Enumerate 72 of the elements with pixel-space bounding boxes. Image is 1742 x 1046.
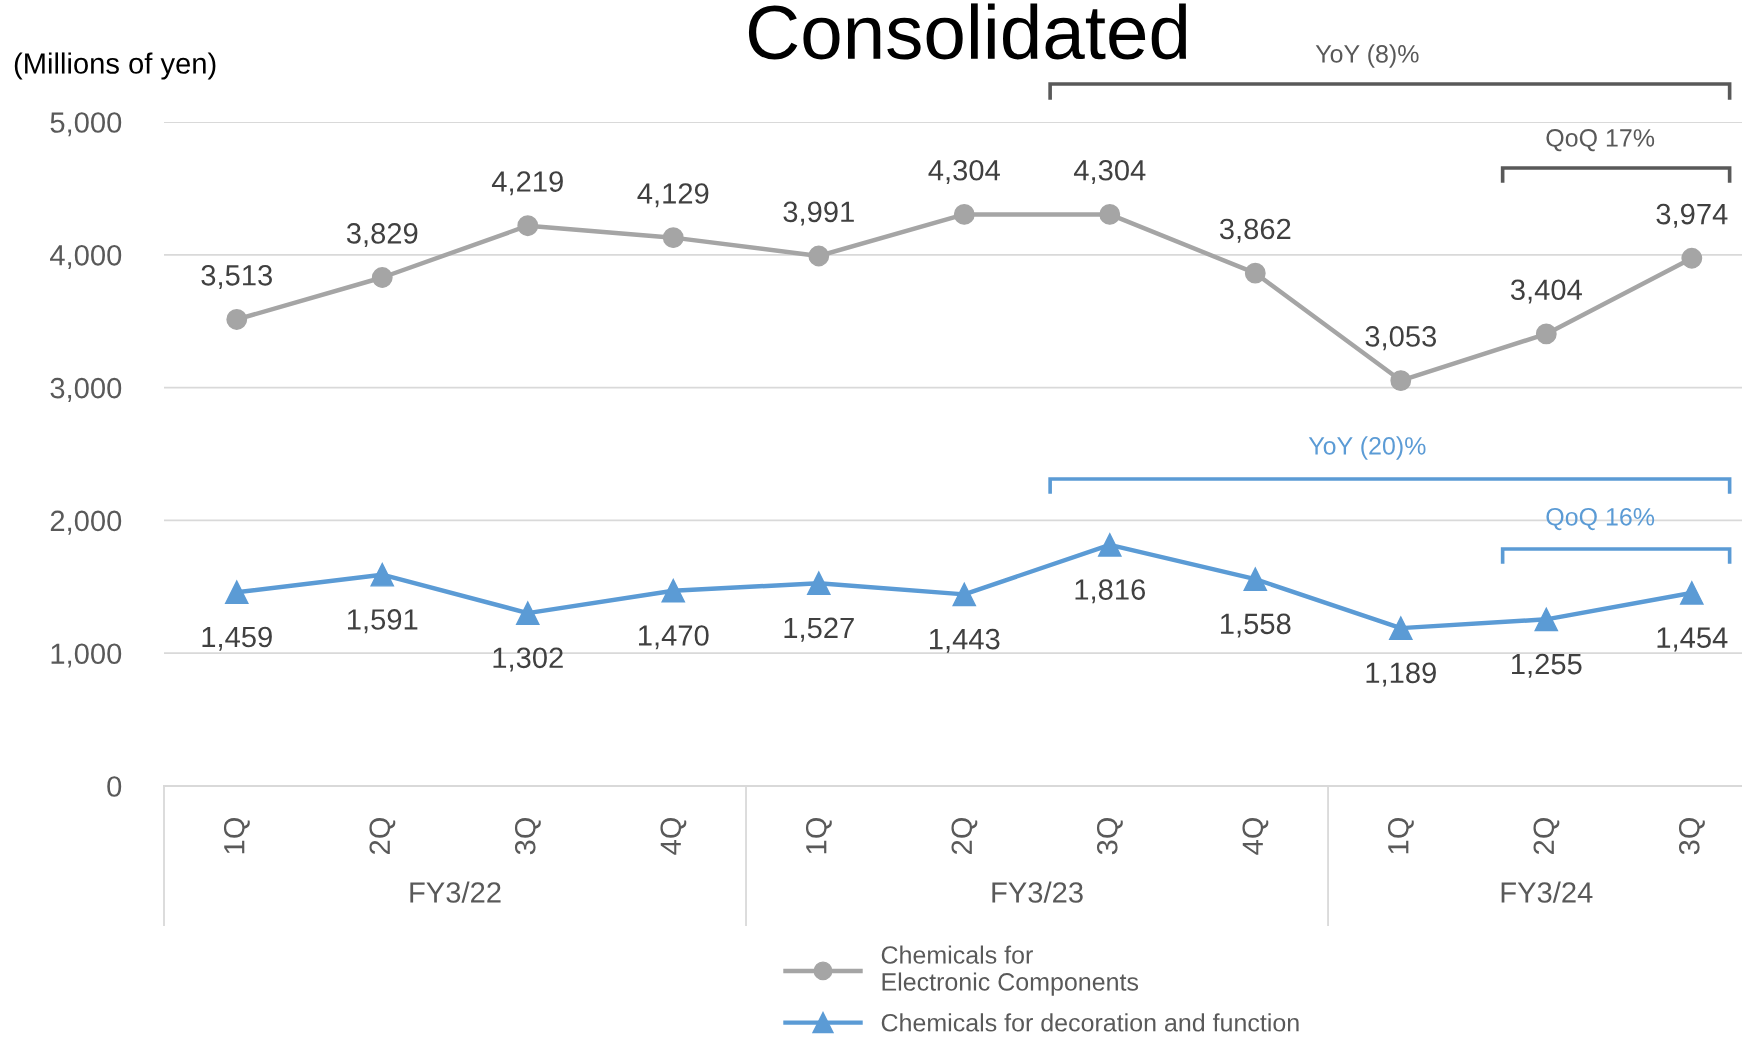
legend-label: Chemicals for decoration and function xyxy=(881,1013,1299,1032)
y-tick-label: 5,000 xyxy=(50,112,122,137)
point xyxy=(1390,370,1412,391)
y-tick-label: 4,000 xyxy=(50,245,122,270)
data-label: 1,527 xyxy=(784,617,854,642)
data-label: 1,816 xyxy=(1075,579,1145,604)
x-tick-label: 2Q xyxy=(1533,817,1560,854)
data-label: 3,862 xyxy=(1219,218,1291,243)
text: YoY (8)% xyxy=(1315,44,1419,68)
y-tick-label: 1,000 xyxy=(51,643,122,668)
point xyxy=(370,562,395,587)
data-label: 3,404 xyxy=(1510,279,1582,304)
point xyxy=(1681,247,1703,269)
point xyxy=(1535,323,1557,345)
annotation: QoQ 17% xyxy=(1546,129,1655,152)
data-label: 1,558 xyxy=(1221,613,1291,638)
annotation: QoQ 16% xyxy=(1546,507,1655,531)
x-tick-label: 4Q xyxy=(1242,817,1269,855)
data-label: 1,189 xyxy=(1366,662,1436,687)
data-label: 1,470 xyxy=(639,625,709,650)
y-tick-label: 0 xyxy=(107,776,122,797)
point xyxy=(371,267,393,288)
data-label: 3,991 xyxy=(783,201,854,226)
point xyxy=(1388,616,1413,640)
data-label: 3,053 xyxy=(1365,326,1437,351)
annotation: YoY (20)% xyxy=(1308,436,1426,460)
point xyxy=(1534,607,1559,632)
point xyxy=(224,580,249,605)
data-label: 1,302 xyxy=(493,647,563,672)
point xyxy=(1097,533,1122,557)
data-label: 4,219 xyxy=(491,171,563,196)
data-label: 4,304 xyxy=(1073,159,1146,185)
x-tick-label: 1Q xyxy=(223,817,250,854)
point xyxy=(952,582,977,607)
x-tick-label: 3Q xyxy=(514,817,541,855)
point xyxy=(515,601,540,625)
text: FY3/22 xyxy=(410,881,501,903)
data-label: 1,591 xyxy=(347,609,418,634)
data-label: 3,974 xyxy=(1656,203,1728,228)
point xyxy=(662,227,684,249)
data-label: 1,255 xyxy=(1512,653,1582,678)
point xyxy=(1244,262,1266,284)
data-label: 3,513 xyxy=(201,264,272,290)
chart-title: Consolidated xyxy=(748,3,1187,60)
x-tick-label: 4Q xyxy=(660,817,687,855)
y-tick-label: 2,000 xyxy=(50,510,122,535)
x-tick-label: 2Q xyxy=(951,817,978,854)
data-label: 3,829 xyxy=(346,223,418,248)
point xyxy=(1679,581,1704,605)
point xyxy=(953,204,975,225)
data-label: 1,443 xyxy=(930,628,1000,653)
point xyxy=(1099,204,1121,225)
x-tick-label: 1Q xyxy=(1387,817,1414,854)
x-tick-label: 3Q xyxy=(1678,817,1705,855)
point xyxy=(1243,567,1268,591)
point xyxy=(661,578,686,603)
data-label: 1,454 xyxy=(1657,627,1728,652)
data-label: 1,459 xyxy=(202,626,272,651)
y-tick-label: 3,000 xyxy=(50,377,122,402)
point xyxy=(808,245,830,267)
x-tick-label: 1Q xyxy=(805,817,832,854)
text: FY3/24 xyxy=(1501,881,1593,903)
data-label: 4,129 xyxy=(637,183,709,208)
text: FY3/23 xyxy=(992,881,1083,903)
x-tick-label: 2Q xyxy=(369,817,396,854)
point xyxy=(517,215,539,237)
legend-label: Chemicals for Electronic Components xyxy=(881,945,1139,996)
x-tick-label: 3Q xyxy=(1096,817,1123,855)
y-axis-title: (Millions of yen) xyxy=(14,52,216,80)
point xyxy=(806,571,831,596)
point xyxy=(226,309,248,330)
data-label: 4,304 xyxy=(928,159,1000,185)
